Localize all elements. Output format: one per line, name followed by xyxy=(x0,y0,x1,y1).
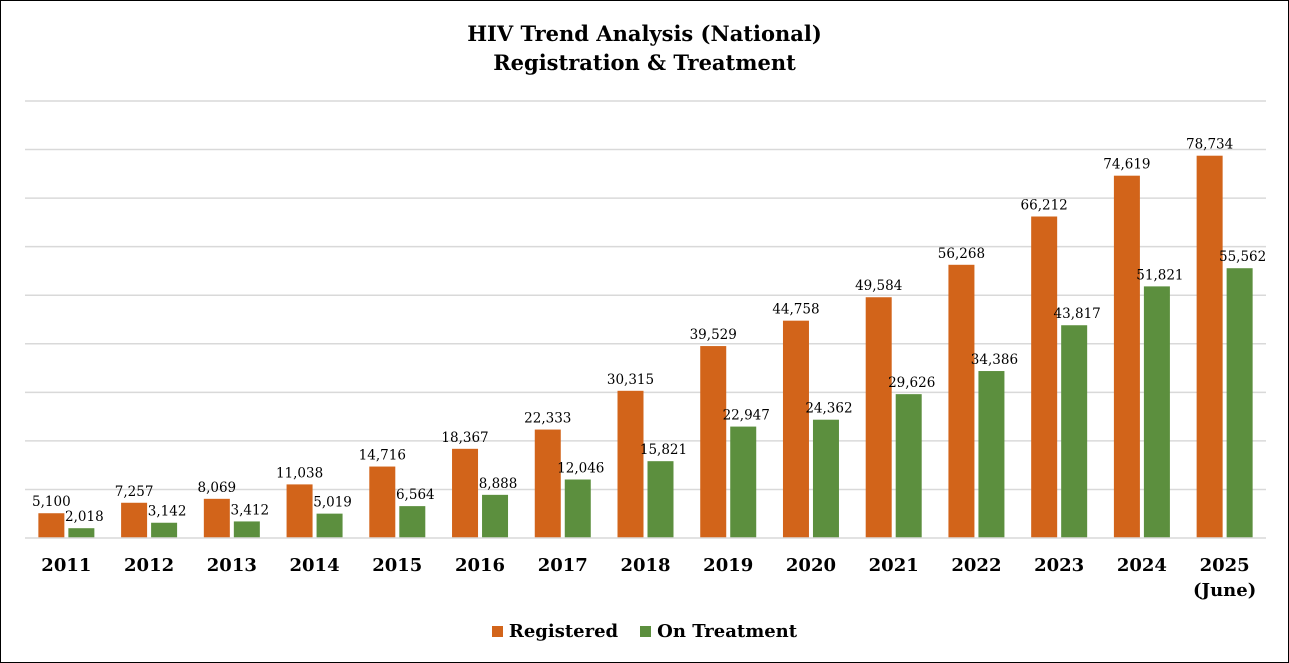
x-tick-label: 2018 xyxy=(620,555,670,576)
bar-on-treatment xyxy=(1226,268,1253,538)
bar-registered xyxy=(452,448,479,538)
bar-registered xyxy=(369,466,396,538)
bar-on-treatment xyxy=(978,371,1005,538)
bar-registered xyxy=(865,297,892,538)
bar-registered xyxy=(534,429,561,538)
bar-registered xyxy=(203,498,230,538)
bar-registered xyxy=(38,513,65,538)
x-tick-label: 2017 xyxy=(538,555,588,576)
bar-registered xyxy=(1031,216,1058,538)
chart-title: HIV Trend Analysis (National) xyxy=(467,21,822,46)
bar-on-treatment xyxy=(1143,286,1170,538)
data-label-on-treatment: 5,019 xyxy=(313,495,352,511)
bar-registered xyxy=(121,502,148,538)
bar-registered xyxy=(700,346,727,538)
legend-swatch-on-treatment xyxy=(640,626,652,637)
data-label-registered: 30,315 xyxy=(607,372,654,388)
bar-on-treatment xyxy=(1061,325,1088,538)
bar-on-treatment xyxy=(68,528,95,538)
chart-subtitle: Registration & Treatment xyxy=(493,50,796,75)
bar-on-treatment xyxy=(564,479,591,538)
bar-registered xyxy=(948,264,975,538)
bar-on-treatment xyxy=(233,521,260,538)
data-label-registered: 39,529 xyxy=(690,327,737,343)
data-label-registered: 18,367 xyxy=(441,430,488,446)
bar-registered xyxy=(286,484,313,538)
x-tick-label: 2011 xyxy=(41,555,91,576)
data-label-registered: 44,758 xyxy=(772,302,819,318)
bar-on-treatment xyxy=(647,461,674,538)
bar-on-treatment xyxy=(895,394,922,538)
data-label-registered: 56,268 xyxy=(938,246,985,262)
data-label-registered: 5,100 xyxy=(32,494,71,510)
data-label-registered: 66,212 xyxy=(1021,198,1068,214)
x-tick-label: 2022 xyxy=(951,555,1001,576)
data-label-registered: 49,584 xyxy=(855,278,902,294)
bar-on-treatment xyxy=(399,506,426,538)
data-label-on-treatment: 55,562 xyxy=(1219,249,1266,265)
x-tick-label: 2021 xyxy=(869,555,919,576)
x-tick-label: 2014 xyxy=(290,555,340,576)
data-label-on-treatment: 15,821 xyxy=(640,442,687,458)
data-label-on-treatment: 51,821 xyxy=(1136,267,1183,283)
data-label-registered: 78,734 xyxy=(1186,137,1233,153)
bar-on-treatment xyxy=(482,494,509,538)
bar-on-treatment xyxy=(730,426,757,538)
data-label-registered: 8,069 xyxy=(198,480,237,496)
x-tick-sublabel: (June) xyxy=(1193,580,1256,601)
data-label-registered: 11,038 xyxy=(276,465,323,481)
data-label-on-treatment: 43,817 xyxy=(1054,306,1101,322)
legend-item-registered: Registered xyxy=(491,621,619,642)
data-label-on-treatment: 3,412 xyxy=(231,502,270,518)
data-label-registered: 22,333 xyxy=(524,411,571,427)
legend-label-on-treatment: On Treatment xyxy=(657,621,798,642)
x-tick-label: 2016 xyxy=(455,555,505,576)
bar-registered xyxy=(1196,155,1223,538)
data-label-on-treatment: 6,564 xyxy=(396,487,435,503)
x-tick-label: 2013 xyxy=(207,555,257,576)
data-label-on-treatment: 12,046 xyxy=(557,461,604,477)
bar-on-treatment xyxy=(151,522,178,538)
bar-registered xyxy=(617,390,644,538)
data-label-on-treatment: 29,626 xyxy=(888,375,935,391)
bar-on-treatment xyxy=(812,419,839,538)
data-label-registered: 14,716 xyxy=(359,448,406,464)
x-tick-label: 2024 xyxy=(1117,555,1167,576)
data-label-on-treatment: 34,386 xyxy=(971,352,1018,368)
data-label-on-treatment: 8,888 xyxy=(479,476,518,492)
x-tick-label: 2015 xyxy=(372,555,422,576)
bar-registered xyxy=(782,320,809,538)
data-label-on-treatment: 22,947 xyxy=(723,408,770,424)
legend-swatch-registered xyxy=(491,626,503,637)
x-tick-label: 2020 xyxy=(786,555,836,576)
bar-registered xyxy=(1113,175,1140,539)
data-label-on-treatment: 24,362 xyxy=(805,401,852,417)
x-tick-label: 2025 xyxy=(1200,555,1250,576)
legend: Registered On Treatment xyxy=(1,621,1288,642)
legend-item-on-treatment: On Treatment xyxy=(640,621,797,642)
x-tick-label: 2012 xyxy=(124,555,174,576)
x-tick-label: 2023 xyxy=(1034,555,1084,576)
data-label-on-treatment: 2,018 xyxy=(65,509,104,525)
bar-on-treatment xyxy=(316,513,343,538)
x-tick-label: 2019 xyxy=(703,555,753,576)
data-label-registered: 74,619 xyxy=(1103,157,1150,173)
data-label-registered: 7,257 xyxy=(115,484,154,500)
legend-label-registered: Registered xyxy=(508,621,619,642)
data-label-on-treatment: 3,142 xyxy=(148,504,187,520)
chart-title-block: HIV Trend Analysis (National) Registrati… xyxy=(1,19,1288,77)
